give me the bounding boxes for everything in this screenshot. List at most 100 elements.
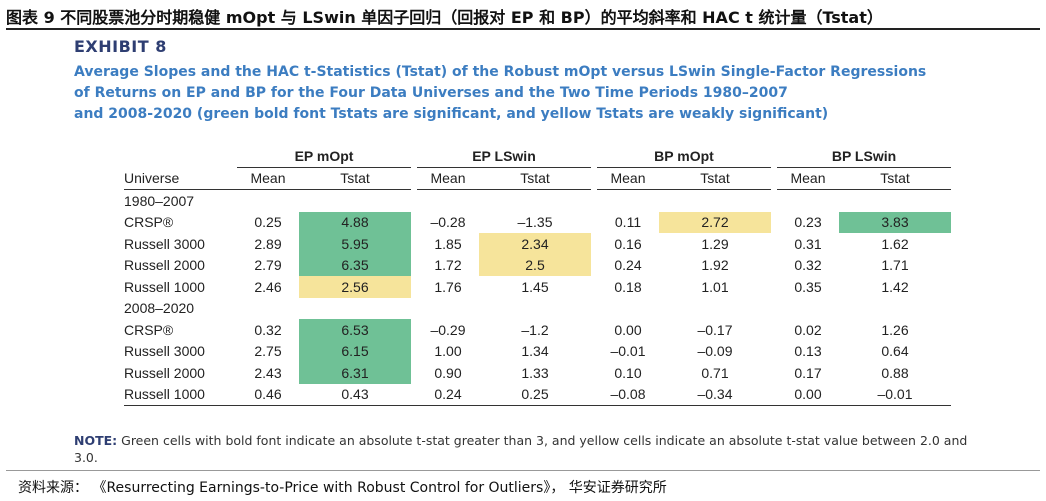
- group-header-ep-lswin: EP LSwin: [417, 145, 591, 168]
- universe-header: Universe: [124, 167, 237, 190]
- tstat-cell: 2.72: [659, 211, 771, 233]
- universe-cell: Russell 2000: [124, 364, 205, 381]
- tstat-cell: 1.92: [701, 257, 729, 274]
- tstat-header: Tstat: [299, 167, 411, 190]
- tstat-cell: –1.35: [517, 214, 553, 231]
- note-label: NOTE:: [74, 433, 118, 448]
- tstat-cell: 4.88: [299, 211, 411, 233]
- tstat-cell: 0.64: [881, 343, 909, 360]
- mean-cell: 0.17: [794, 364, 822, 381]
- tstat-cell: –0.09: [697, 343, 733, 360]
- mean-cell: 0.46: [237, 383, 299, 406]
- table-row: Russell 1000 2.46 2.56 1.76 1.45 0.18 1.01 0.35…: [124, 276, 951, 298]
- tstat-cell: 1.33: [521, 364, 549, 381]
- period-row-filler: [237, 190, 951, 212]
- results-table: EP mOpt EP LSwin BP mOpt BP LSwin Univer…: [124, 145, 951, 406]
- tstat-cell: –1.2: [521, 321, 549, 338]
- exhibit-title-line: Average Slopes and the HAC t-Statistics …: [74, 64, 927, 80]
- universe-cell: CRSP®: [124, 321, 174, 338]
- universe-cell: Russell 1000: [124, 278, 205, 295]
- tstat-cell: 1.45: [521, 278, 549, 295]
- tstat-cell: 6.15: [299, 340, 411, 362]
- tstat-cell: 1.62: [881, 235, 909, 252]
- mean-cell: 0.32: [794, 257, 822, 274]
- mean-cell: –0.29: [430, 321, 466, 338]
- mean-cell: 1.85: [434, 235, 462, 252]
- mean-cell: 0.24: [614, 257, 642, 274]
- tstat-cell: 2.5: [479, 254, 591, 276]
- group-header-bp-lswin: BP LSwin: [777, 145, 951, 168]
- mean-header: Mean: [237, 167, 299, 190]
- tstat-cell: 0.71: [701, 364, 729, 381]
- table-row: Russell 3000 2.75 6.15 1.00 1.34 –0.01 –0.09 0.…: [124, 340, 951, 362]
- mean-cell: 2.43: [254, 364, 282, 381]
- period-row-filler: [237, 298, 951, 320]
- table-row: Russell 2000 2.79 6.35 1.72 2.5 0.24 1.92 0.32 1…: [124, 254, 951, 276]
- mean-cell: 0.00: [614, 321, 642, 338]
- tstat-cell: –0.34: [659, 383, 771, 406]
- column-gap: [411, 383, 417, 406]
- mean-header: Mean: [777, 167, 839, 190]
- tstat-cell: –0.01: [839, 383, 951, 406]
- mean-cell: 1.72: [434, 257, 462, 274]
- mean-cell: –0.28: [430, 214, 466, 231]
- mean-cell: 1.00: [434, 343, 462, 360]
- figure-caption: 图表 9 不同股票池分时期稳健 mOpt 与 LSwin 单因子回归（回报对 E…: [6, 8, 883, 27]
- tstat-cell: 0.43: [299, 383, 411, 406]
- universe-cell: Russell 3000: [124, 235, 205, 252]
- mean-header: Mean: [597, 167, 659, 190]
- column-header-row: Universe Mean Tstat Mean Tstat Mean Tsta…: [124, 167, 951, 190]
- table-note: NOTE: Green cells with bold font indicat…: [74, 432, 994, 466]
- mean-cell: 2.46: [254, 278, 282, 295]
- column-gap: [771, 383, 777, 406]
- tstat-cell: 1.42: [881, 278, 909, 295]
- period-label: 1980–2007: [124, 192, 195, 209]
- mean-cell: 0.25: [254, 214, 282, 231]
- tstat-cell: 6.53: [299, 319, 411, 341]
- tstat-cell: 1.01: [701, 278, 729, 295]
- source-rule: [6, 470, 1040, 471]
- tstat-cell: 0.88: [881, 364, 909, 381]
- exhibit-title-line: and 2008-2020 (green bold font Tstats ar…: [74, 106, 829, 122]
- tstat-header: Tstat: [659, 167, 771, 190]
- source-line: 资料来源： 《Resurrecting Earnings-to-Price wi…: [18, 480, 667, 496]
- note-text: Green cells with bold font indicate an a…: [74, 433, 968, 465]
- group-header-ep-mopt: EP mOpt: [237, 145, 411, 168]
- tstat-cell: 1.29: [701, 235, 729, 252]
- exhibit-label: EXHIBIT 8: [74, 37, 167, 56]
- mean-cell: –0.01: [610, 343, 646, 360]
- mean-cell: 0.18: [614, 278, 642, 295]
- tstat-cell: 3.83: [839, 211, 951, 233]
- table-row: CRSP® 0.32 6.53 –0.29 –1.2 0.00 –0.17 0.02 1.26: [124, 319, 951, 341]
- mean-cell: 0.35: [794, 278, 822, 295]
- table-row: Russell 3000 2.89 5.95 1.85 2.34 0.16 1.29 0.31…: [124, 233, 951, 255]
- tstat-cell: 2.56: [299, 276, 411, 298]
- universe-cell: Russell 1000: [124, 383, 237, 406]
- table-row: CRSP® 0.25 4.88 –0.28 –1.35 0.11 2.72 0.23 3.83: [124, 211, 951, 233]
- mean-cell: 2.79: [254, 257, 282, 274]
- mean-cell: 0.10: [614, 364, 642, 381]
- mean-cell: 0.16: [614, 235, 642, 252]
- mean-cell: 0.90: [434, 364, 462, 381]
- tstat-cell: –0.17: [697, 321, 733, 338]
- column-gap: [591, 383, 597, 406]
- tstat-header: Tstat: [839, 167, 951, 190]
- exhibit-title-line: of Returns on EP and BP for the Four Dat…: [74, 85, 788, 101]
- universe-cell: Russell 2000: [124, 257, 205, 274]
- header-spacer: [124, 145, 237, 167]
- period-row: 1980–2007: [124, 190, 951, 212]
- period-label: 2008–2020: [124, 300, 195, 317]
- mean-cell: –0.08: [597, 383, 659, 406]
- tstat-cell: 6.35: [299, 254, 411, 276]
- mean-cell: 2.89: [254, 235, 282, 252]
- mean-cell: 1.76: [434, 278, 462, 295]
- tstat-cell: 2.34: [479, 233, 591, 255]
- mean-cell: 0.13: [794, 343, 822, 360]
- table-row: Russell 2000 2.43 6.31 0.90 1.33 0.10 0.71 0.17…: [124, 362, 951, 384]
- tstat-cell: 5.95: [299, 233, 411, 255]
- mean-cell: 0.23: [794, 214, 822, 231]
- exhibit-title: Average Slopes and the HAC t-Statistics …: [74, 62, 926, 125]
- mean-cell: 0.24: [417, 383, 479, 406]
- period-row: 2008–2020: [124, 298, 951, 320]
- tstat-cell: 1.71: [881, 257, 909, 274]
